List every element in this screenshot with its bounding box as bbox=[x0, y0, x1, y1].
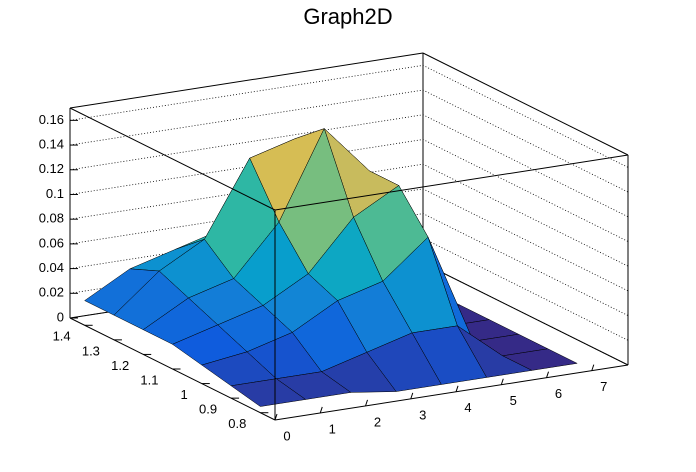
x-tick bbox=[365, 399, 368, 407]
y-tick-label: 1.3 bbox=[82, 343, 100, 358]
z-tick-label: 0.08 bbox=[39, 211, 64, 226]
box-edge bbox=[69, 107, 276, 211]
y-tick-label: 1.4 bbox=[53, 329, 71, 344]
grid-line bbox=[69, 114, 629, 218]
grid-line bbox=[69, 163, 629, 267]
x-tick-label: 5 bbox=[510, 393, 517, 408]
x-tick-label: 0 bbox=[283, 428, 290, 443]
box-edge bbox=[69, 52, 424, 109]
grid-line bbox=[69, 64, 629, 168]
surface-cell bbox=[230, 378, 307, 407]
x-tick bbox=[319, 406, 323, 414]
z-tick-label: 0.12 bbox=[39, 161, 64, 176]
z-tick-label: 0.16 bbox=[39, 112, 64, 127]
x-tick-label: 1 bbox=[329, 421, 336, 436]
x-tick bbox=[455, 385, 459, 392]
x-tick bbox=[500, 378, 504, 385]
grid-line bbox=[69, 213, 629, 316]
box-edge bbox=[422, 52, 629, 156]
box-edge bbox=[274, 364, 629, 421]
x-tick bbox=[591, 364, 595, 371]
z-tick-label: 0.02 bbox=[39, 285, 64, 300]
x-tick-label: 4 bbox=[464, 400, 471, 415]
x-tick bbox=[546, 371, 550, 378]
z-tick-label: 0.1 bbox=[46, 186, 64, 201]
x-tick bbox=[410, 392, 414, 400]
grid-line bbox=[69, 188, 629, 292]
y-tick-label: 0.9 bbox=[199, 402, 217, 417]
x-tick-label: 7 bbox=[600, 379, 607, 394]
z-tick-label: 0.06 bbox=[39, 235, 64, 250]
y-tick-label: 1.2 bbox=[111, 358, 129, 373]
z-tick-label: 0.04 bbox=[39, 260, 64, 275]
z-tick-label: 0.14 bbox=[39, 136, 64, 151]
z-tick-label: 0 bbox=[57, 309, 64, 324]
x-tick-label: 2 bbox=[374, 414, 381, 429]
x-tick-label: 6 bbox=[555, 386, 562, 401]
y-tick-label: 1 bbox=[181, 387, 188, 402]
chart-title: Graph2D bbox=[303, 4, 392, 29]
x-tick-label: 3 bbox=[419, 407, 426, 422]
grid-line bbox=[69, 139, 629, 242]
box-edge bbox=[274, 154, 629, 211]
grid-line bbox=[69, 89, 629, 193]
y-tick-label: 0.8 bbox=[228, 416, 246, 431]
y-tick-label: 1.1 bbox=[140, 372, 158, 387]
